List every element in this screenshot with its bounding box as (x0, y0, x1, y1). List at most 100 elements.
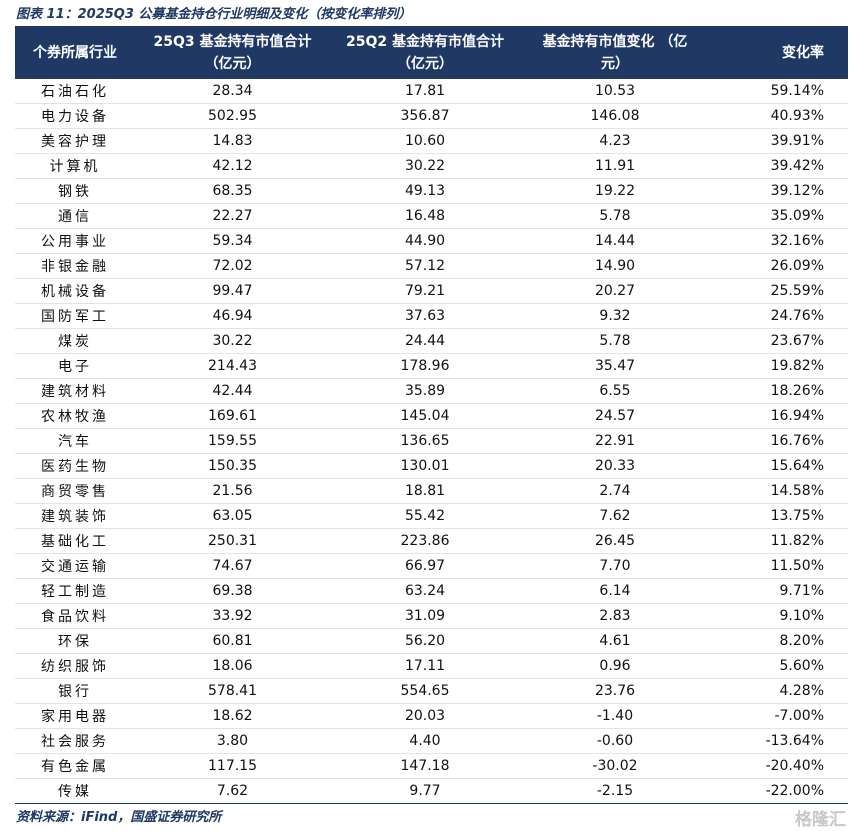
value-cell: 30.22 (135, 328, 330, 354)
industry-cell: 社会服务 (15, 728, 135, 754)
value-cell: 223.86 (330, 528, 520, 554)
value-cell: 44.90 (330, 228, 520, 254)
value-cell: 9.71% (710, 578, 848, 604)
value-cell: 55.42 (330, 503, 520, 529)
value-cell: 16.48 (330, 203, 520, 229)
value-cell: 57.12 (330, 253, 520, 279)
value-cell: 18.26% (710, 378, 848, 404)
value-cell: 68.35 (135, 178, 330, 204)
value-cell: 39.91% (710, 128, 848, 154)
value-cell: 4.28% (710, 678, 848, 704)
value-cell: -20.40% (710, 753, 848, 779)
value-cell: -22.00% (710, 778, 848, 804)
value-cell: 169.61 (135, 403, 330, 429)
value-cell: 15.64% (710, 453, 848, 479)
value-cell: 19.22 (520, 178, 710, 204)
industry-cell: 汽车 (15, 428, 135, 454)
value-cell: 59.14% (710, 79, 848, 104)
value-cell: 10.60 (330, 128, 520, 154)
value-cell: 250.31 (135, 528, 330, 554)
value-cell: 72.02 (135, 253, 330, 279)
value-cell: 18.81 (330, 478, 520, 504)
table-row: 国防军工 46.94 37.63 9.32 24.76% (15, 303, 848, 329)
value-cell: 16.76% (710, 428, 848, 454)
table-row: 传媒 7.62 9.77 -2.15 -22.00% (15, 778, 848, 804)
value-cell: 7.62 (520, 503, 710, 529)
value-cell: 2.74 (520, 478, 710, 504)
value-cell: 66.97 (330, 553, 520, 579)
value-cell: 10.53 (520, 79, 710, 104)
header-cell: 基金持有市值变化 （亿 元） (520, 26, 710, 79)
value-cell: 63.24 (330, 578, 520, 604)
header-line: 变化率 (782, 44, 824, 61)
value-cell: 23.67% (710, 328, 848, 354)
value-cell: 11.82% (710, 528, 848, 554)
table-row: 社会服务 3.80 4.40 -0.60 -13.64% (15, 728, 848, 754)
value-cell: 0.96 (520, 653, 710, 679)
header-line: 个券所属行业 (33, 44, 117, 61)
industry-cell: 传媒 (15, 778, 135, 804)
table-row: 医药生物 150.35 130.01 20.33 15.64% (15, 453, 848, 479)
value-cell: 3.80 (135, 728, 330, 754)
value-cell: 4.23 (520, 128, 710, 154)
industry-cell: 基础化工 (15, 528, 135, 554)
value-cell: 4.40 (330, 728, 520, 754)
value-cell: 16.94% (710, 403, 848, 429)
header-cell: 变化率 (710, 26, 848, 79)
value-cell: 6.55 (520, 378, 710, 404)
value-cell: 9.10% (710, 603, 848, 629)
table-row: 美容护理 14.83 10.60 4.23 39.91% (15, 128, 848, 154)
table-row: 石油石化 28.34 17.81 10.53 59.14% (15, 79, 848, 104)
industry-cell: 煤炭 (15, 328, 135, 354)
value-cell: -0.60 (520, 728, 710, 754)
table-row: 电子 214.43 178.96 35.47 19.82% (15, 353, 848, 379)
value-cell: 130.01 (330, 453, 520, 479)
industry-cell: 通信 (15, 203, 135, 229)
value-cell: 56.20 (330, 628, 520, 654)
industry-cell: 家用电器 (15, 703, 135, 729)
value-cell: 22.27 (135, 203, 330, 229)
table-row: 机械设备 99.47 79.21 20.27 25.59% (15, 278, 848, 304)
header-cell: 25Q3 基金持有市值合计 （亿元） (135, 26, 330, 79)
table-row: 钢铁 68.35 49.13 19.22 39.12% (15, 178, 848, 204)
table-row: 轻工制造 69.38 63.24 6.14 9.71% (15, 578, 848, 604)
industry-cell: 轻工制造 (15, 578, 135, 604)
value-cell: 554.65 (330, 678, 520, 704)
table-row: 交通运输 74.67 66.97 7.70 11.50% (15, 553, 848, 579)
value-cell: 25.59% (710, 278, 848, 304)
table-header: 个券所属行业 25Q3 基金持有市值合计 （亿元） 25Q2 基金持有市值合计 （亿元）… (15, 26, 848, 79)
value-cell: 14.44 (520, 228, 710, 254)
industry-cell: 计算机 (15, 153, 135, 179)
industry-cell: 交通运输 (15, 553, 135, 579)
industry-cell: 钢铁 (15, 178, 135, 204)
value-cell: 5.78 (520, 328, 710, 354)
figure-title: 图表 11：2025Q3 公募基金持仓行业明细及变化（按变化率排列） (16, 7, 412, 22)
value-cell: 18.06 (135, 653, 330, 679)
value-cell: 26.45 (520, 528, 710, 554)
value-cell: 20.33 (520, 453, 710, 479)
value-cell: 35.09% (710, 203, 848, 229)
table-row: 食品饮料 33.92 31.09 2.83 9.10% (15, 603, 848, 629)
industry-cell: 电子 (15, 353, 135, 379)
value-cell: 22.91 (520, 428, 710, 454)
value-cell: 14.83 (135, 128, 330, 154)
table-row: 计算机 42.12 30.22 11.91 39.42% (15, 153, 848, 179)
value-cell: 24.44 (330, 328, 520, 354)
value-cell: 26.09% (710, 253, 848, 279)
value-cell: 35.89 (330, 378, 520, 404)
value-cell: 20.27 (520, 278, 710, 304)
value-cell: -30.02 (520, 753, 710, 779)
value-cell: 74.67 (135, 553, 330, 579)
value-cell: 4.61 (520, 628, 710, 654)
value-cell: 79.21 (330, 278, 520, 304)
value-cell: 147.18 (330, 753, 520, 779)
value-cell: 2.83 (520, 603, 710, 629)
table-row: 农林牧渔 169.61 145.04 24.57 16.94% (15, 403, 848, 429)
table-row: 公用事业 59.34 44.90 14.44 32.16% (15, 228, 848, 254)
value-cell: 24.57 (520, 403, 710, 429)
value-cell: 150.35 (135, 453, 330, 479)
watermark: 格隆汇 (795, 810, 846, 830)
table-row: 汽车 159.55 136.65 22.91 16.76% (15, 428, 848, 454)
value-cell: 42.12 (135, 153, 330, 179)
